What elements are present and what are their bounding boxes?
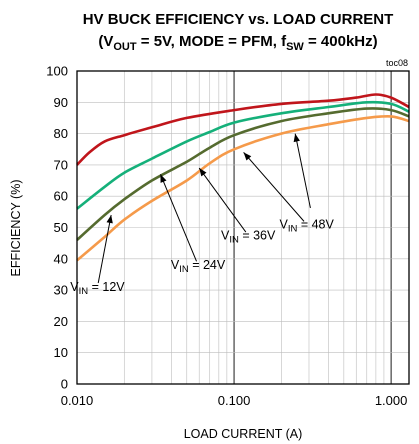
y-tick-label: 40 — [54, 251, 68, 266]
annotation-arrow-line — [160, 174, 197, 262]
x-tick-label: 0.010 — [61, 393, 94, 408]
annotation-arrow-line — [198, 167, 247, 233]
y-tick-label: 100 — [46, 64, 68, 79]
series-line-3 — [76, 107, 410, 241]
annotation-arrow-line — [97, 214, 112, 284]
y-tick-label: 80 — [54, 126, 68, 141]
annotation-label-2: VIN = 24V — [171, 258, 226, 275]
y-tick-label: 60 — [54, 189, 68, 204]
x-tick-label: 0.100 — [218, 393, 251, 408]
annotation-arrowhead — [243, 152, 252, 161]
y-tick-label: 0 — [61, 377, 68, 392]
annotation-arrow-line — [243, 152, 305, 222]
y-tick-label: 50 — [54, 220, 68, 235]
annotation-arrowhead — [106, 214, 113, 224]
y-tick-label: 20 — [54, 314, 68, 329]
x-axis-label: LOAD CURRENT (A) — [184, 427, 303, 441]
annotation-arrowhead — [199, 168, 207, 177]
annotation-label-3: VIN = 36V — [221, 228, 276, 245]
annotation-label-4: VIN = 48V — [280, 217, 335, 234]
annotation-arrowhead — [293, 133, 300, 143]
y-axis-label: EFFICIENCY (%) — [9, 180, 23, 277]
series-line-4 — [76, 114, 410, 262]
series-line-2 — [76, 100, 410, 210]
y-tick-label: 70 — [54, 157, 68, 172]
annotation-label-1: VIN = 12V — [70, 280, 125, 297]
series-line-1 — [76, 93, 410, 166]
y-tick-label: 90 — [54, 95, 68, 110]
chart-title-line1: HV BUCK EFFICIENCY vs. LOAD CURRENT — [83, 11, 394, 28]
y-tick-label: 10 — [54, 345, 68, 360]
annotation-arrow-line — [294, 133, 311, 209]
plot-frame — [76, 70, 410, 385]
chart-title-line2: (VOUT = 5V, MODE = PFM, fSW = 400kHz) — [98, 33, 377, 53]
tick-labels: 0 10 20 30 40 50 60 70 80 90 100 0.010 0.100 1.000 — [46, 64, 407, 409]
series-group — [76, 93, 410, 262]
x-tick-label: 1.000 — [375, 393, 408, 408]
chart-tag: toc08 — [386, 58, 408, 68]
annotation-arrowhead — [160, 174, 167, 183]
y-tick-label: 30 — [54, 283, 68, 298]
